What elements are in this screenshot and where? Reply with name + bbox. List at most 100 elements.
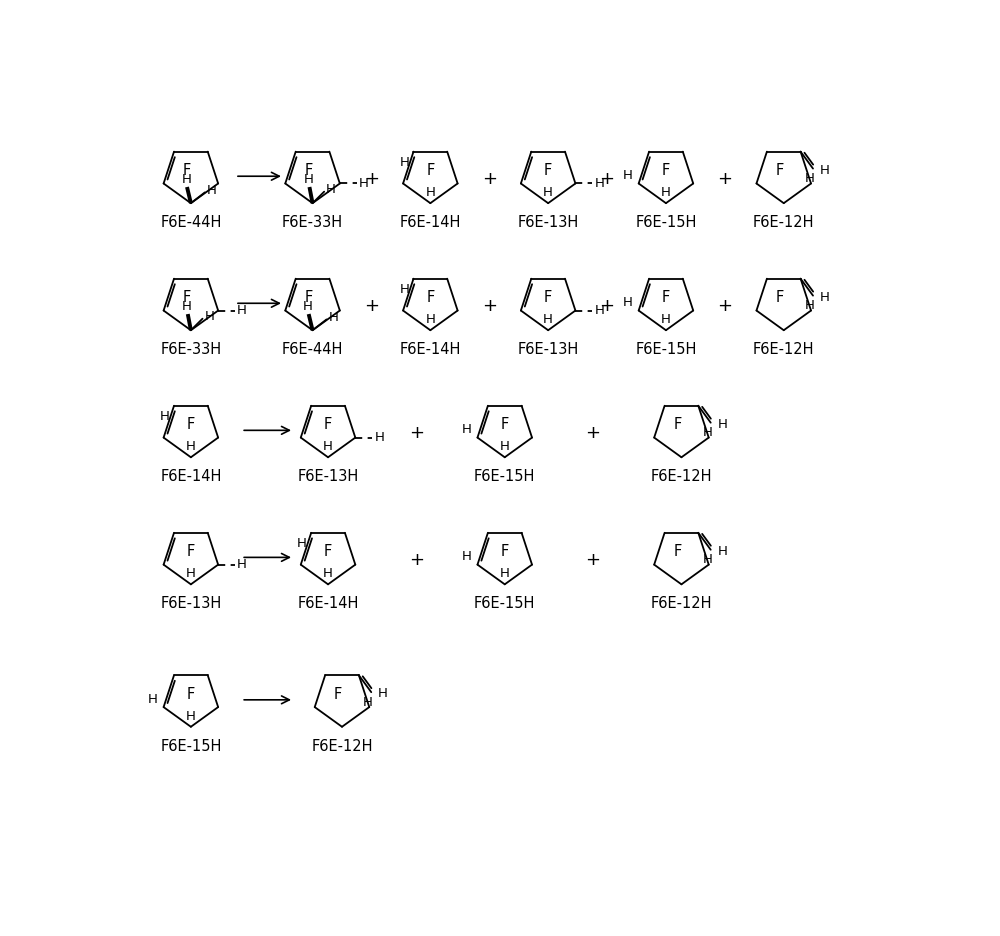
Text: H: H (363, 695, 373, 709)
Text: F6E-14H: F6E-14H (400, 215, 461, 230)
Text: H: H (329, 312, 338, 325)
Text: H: H (182, 300, 192, 313)
Text: F: F (305, 290, 313, 305)
Text: H: H (703, 426, 713, 439)
Text: H: H (703, 553, 713, 566)
Text: F: F (187, 417, 195, 432)
Text: H: H (205, 310, 214, 323)
Text: H: H (500, 440, 510, 453)
Text: H: H (303, 300, 313, 313)
Text: H: H (717, 417, 727, 431)
Text: H: H (500, 567, 510, 580)
Text: F: F (187, 545, 195, 560)
Text: F6E-12H: F6E-12H (753, 215, 814, 230)
Text: F6E-44H: F6E-44H (282, 342, 343, 357)
Text: H: H (160, 410, 170, 423)
Text: F6E-14H: F6E-14H (160, 469, 222, 484)
Text: F: F (673, 545, 682, 560)
Text: +: + (364, 169, 379, 187)
Text: H: H (399, 156, 409, 168)
Text: H: H (462, 550, 472, 563)
Text: F6E-33H: F6E-33H (282, 215, 343, 230)
Text: H: H (462, 423, 472, 436)
Text: F6E-44H: F6E-44H (160, 215, 222, 230)
Text: F: F (776, 290, 784, 305)
Text: H: H (359, 177, 369, 190)
Text: F6E-13H: F6E-13H (297, 469, 359, 484)
Text: H: H (207, 184, 217, 197)
Text: F: F (662, 290, 670, 305)
Text: F: F (187, 687, 195, 702)
Text: F: F (662, 164, 670, 179)
Text: F6E-14H: F6E-14H (400, 342, 461, 357)
Text: F: F (501, 417, 509, 432)
Text: F6E-12H: F6E-12H (753, 342, 814, 357)
Text: H: H (378, 687, 388, 700)
Text: F6E-12H: F6E-12H (651, 596, 712, 611)
Text: F6E-13H: F6E-13H (518, 215, 579, 230)
Text: H: H (425, 313, 435, 326)
Text: +: + (600, 169, 615, 187)
Text: +: + (482, 169, 497, 187)
Text: F6E-13H: F6E-13H (518, 342, 579, 357)
Text: F: F (776, 164, 784, 179)
Text: F6E-14H: F6E-14H (297, 596, 359, 611)
Text: F6E-15H: F6E-15H (635, 342, 697, 357)
Text: F: F (426, 164, 434, 179)
Text: H: H (323, 567, 333, 580)
Text: H: H (820, 291, 830, 303)
Text: +: + (482, 297, 497, 314)
Text: +: + (717, 297, 732, 314)
Text: F6E-15H: F6E-15H (160, 739, 222, 753)
Text: +: + (600, 297, 615, 314)
Text: F: F (324, 417, 332, 432)
Text: F6E-15H: F6E-15H (635, 215, 697, 230)
Text: H: H (543, 313, 553, 326)
Text: F: F (334, 687, 342, 702)
Text: H: H (297, 537, 307, 550)
Text: H: H (237, 558, 247, 571)
Text: +: + (364, 297, 379, 314)
Text: H: H (595, 304, 604, 317)
Text: H: H (148, 693, 158, 706)
Text: +: + (586, 424, 601, 442)
Text: F: F (544, 290, 552, 305)
Text: F6E-15H: F6E-15H (474, 469, 535, 484)
Text: +: + (409, 424, 424, 442)
Text: H: H (623, 297, 633, 309)
Text: +: + (409, 550, 424, 569)
Text: H: H (717, 545, 727, 558)
Text: F: F (544, 164, 552, 179)
Text: F: F (183, 290, 191, 305)
Text: H: H (543, 186, 553, 198)
Text: F: F (324, 545, 332, 560)
Text: H: H (186, 440, 196, 453)
Text: H: H (186, 567, 196, 580)
Text: H: H (661, 186, 671, 198)
Text: +: + (586, 550, 601, 569)
Text: F: F (183, 164, 191, 179)
Text: F: F (501, 545, 509, 560)
Text: H: H (323, 440, 333, 453)
Text: F: F (305, 164, 313, 179)
Text: H: H (595, 177, 604, 190)
Text: H: H (399, 283, 409, 296)
Text: H: H (186, 709, 196, 723)
Text: F: F (673, 417, 682, 432)
Text: H: H (623, 169, 633, 183)
Text: F6E-12H: F6E-12H (311, 739, 373, 753)
Text: H: H (805, 172, 815, 185)
Text: H: H (374, 431, 384, 444)
Text: F6E-33H: F6E-33H (160, 342, 221, 357)
Text: H: H (425, 186, 435, 198)
Text: F6E-12H: F6E-12H (651, 469, 712, 484)
Text: H: H (805, 300, 815, 312)
Text: F6E-13H: F6E-13H (160, 596, 222, 611)
Text: +: + (717, 169, 732, 187)
Text: F: F (426, 290, 434, 305)
Text: H: H (820, 164, 830, 177)
Text: F6E-15H: F6E-15H (474, 596, 535, 611)
Text: H: H (237, 304, 247, 317)
Text: H: H (181, 173, 191, 186)
Text: H: H (304, 173, 314, 186)
